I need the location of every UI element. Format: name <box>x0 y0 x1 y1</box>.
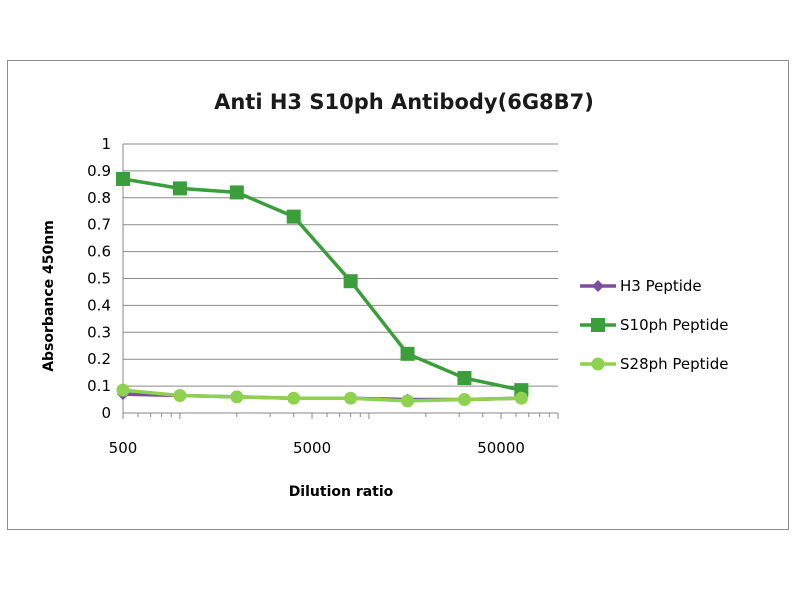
x-tick-label: 500 <box>109 439 138 457</box>
data-point <box>173 389 187 403</box>
grid-layer <box>123 143 558 414</box>
data-point <box>230 390 244 404</box>
data-point <box>286 209 301 224</box>
legend-item-h3-peptide: H3 Peptide <box>580 277 702 295</box>
series-line <box>122 177 522 392</box>
y-tick-label: 0.5 <box>87 270 111 288</box>
data-point <box>229 185 244 200</box>
y-tick-label: 0.9 <box>87 162 111 180</box>
series-layer <box>116 171 529 408</box>
y-tick-label: 0.4 <box>87 296 111 314</box>
data-point <box>172 181 187 196</box>
data-point <box>457 393 471 407</box>
y-tick-label: 0.8 <box>87 189 111 207</box>
data-point <box>287 391 301 405</box>
data-point <box>116 383 130 397</box>
series-s28ph-peptide <box>116 383 528 408</box>
y-tick-label: 0.2 <box>87 350 111 368</box>
legend: H3 Peptide S10ph Peptide S28ph Peptide <box>580 277 728 373</box>
legend-label: S10ph Peptide <box>620 316 728 334</box>
y-tick-label: 0.3 <box>87 323 111 341</box>
series-line <box>122 388 522 403</box>
y-tick-label: 0.1 <box>87 377 111 395</box>
legend-label: S28ph Peptide <box>620 355 728 373</box>
data-point <box>400 346 415 361</box>
legend-marker <box>592 280 604 292</box>
data-point <box>401 394 415 408</box>
series-s10ph-peptide <box>116 171 529 398</box>
chart-frame: Anti H3 S10ph Antibody(6G8B7) 0 0.1 0.2 0.3… <box>7 60 789 530</box>
y-tick-label: 1 <box>101 135 111 153</box>
y-axis-label: Absorbance 450nm <box>41 220 57 372</box>
chart-svg: Anti H3 S10ph Antibody(6G8B7) 0 0.1 0.2 0.3… <box>41 90 728 500</box>
data-point <box>457 371 472 386</box>
data-point <box>514 391 528 405</box>
data-point <box>344 391 358 405</box>
x-tick-label: 5000 <box>293 439 331 457</box>
y-tick-label: 0 <box>101 404 111 422</box>
y-tick-label: 0.6 <box>87 243 111 261</box>
legend-item-s28ph-peptide: S28ph Peptide <box>580 355 728 373</box>
legend-marker <box>591 318 605 332</box>
x-tick-label: 50000 <box>477 439 525 457</box>
data-point <box>343 274 358 289</box>
chart-title: Anti H3 S10ph Antibody(6G8B7) <box>214 90 594 114</box>
legend-item-s10ph-peptide: S10ph Peptide <box>580 316 728 334</box>
axis-layer: 0 0.1 0.2 0.3 0.4 0.5 0.6 0.7 0.8 0.9 1 500 5000 5000… <box>87 135 559 457</box>
y-tick-label: 0.7 <box>87 216 111 234</box>
data-point <box>116 171 130 186</box>
x-axis-label: Dilution ratio <box>289 484 394 500</box>
legend-label: H3 Peptide <box>620 277 702 295</box>
legend-marker <box>591 357 605 371</box>
